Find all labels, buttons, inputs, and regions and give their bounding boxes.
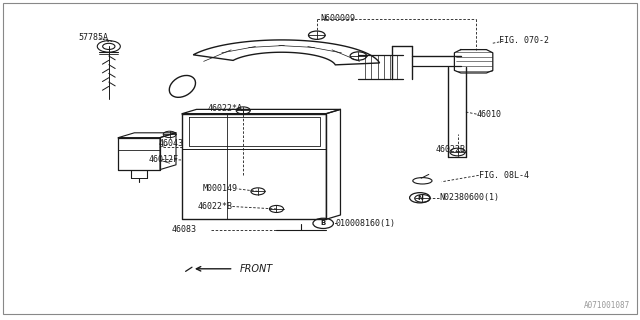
Text: 57785A: 57785A <box>79 33 109 42</box>
Text: N600009: N600009 <box>320 14 355 23</box>
Text: N: N <box>417 195 423 201</box>
Text: 46022B: 46022B <box>435 145 465 154</box>
FancyBboxPatch shape <box>3 3 637 314</box>
Text: 46022*B: 46022*B <box>197 202 232 211</box>
Text: 46022*A: 46022*A <box>208 104 243 113</box>
Text: M000149: M000149 <box>202 184 237 193</box>
Text: 46083: 46083 <box>172 225 196 234</box>
Text: FIG. 08L-4: FIG. 08L-4 <box>479 171 529 180</box>
Text: B: B <box>321 220 326 226</box>
Polygon shape <box>193 40 380 65</box>
Text: FIG. 070-2: FIG. 070-2 <box>499 36 549 45</box>
Text: 46012F: 46012F <box>148 155 179 164</box>
Text: A071001087: A071001087 <box>584 301 630 310</box>
Text: 46010: 46010 <box>477 110 502 119</box>
Text: 010008160(1): 010008160(1) <box>335 219 396 228</box>
Text: N02380600(1): N02380600(1) <box>439 193 499 202</box>
Text: 46043: 46043 <box>159 140 184 148</box>
Polygon shape <box>182 114 326 219</box>
Text: FRONT: FRONT <box>240 264 273 274</box>
